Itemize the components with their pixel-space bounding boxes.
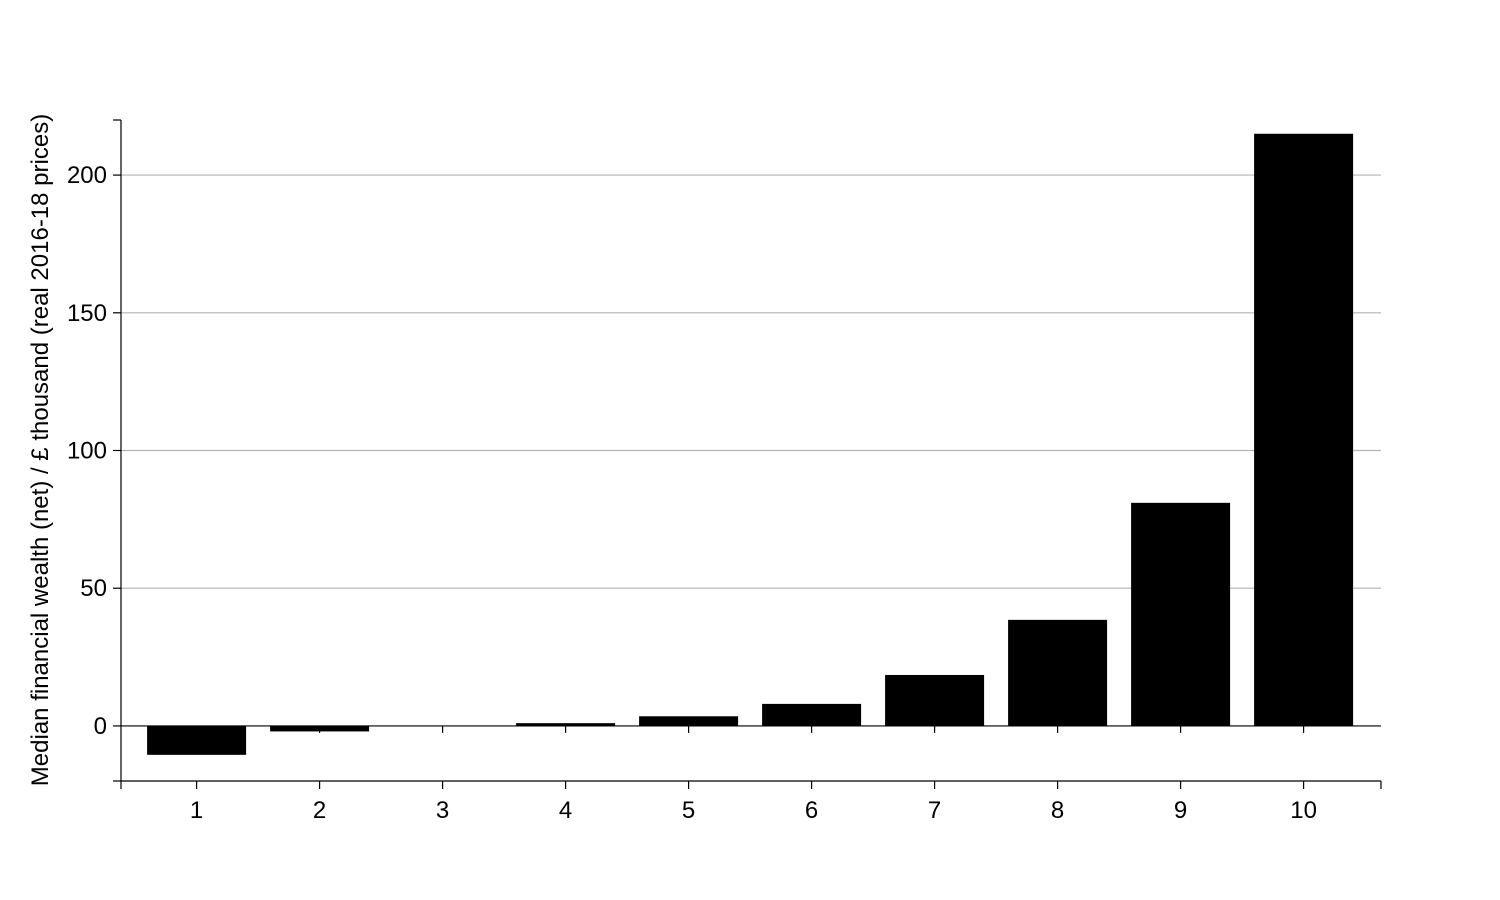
x-tick-label-8: 8 [1051, 797, 1064, 824]
bar-7 [885, 674, 985, 726]
x-tick-label-1: 1 [190, 797, 203, 824]
x-tick-label-3: 3 [436, 797, 449, 824]
bars [147, 133, 1354, 755]
bar-4 [516, 723, 616, 726]
x-tick-label-9: 9 [1174, 797, 1187, 824]
x-tick-label-5: 5 [682, 797, 695, 824]
x-ticks: 1 2 3 4 5 6 7 8 9 10 [120, 725, 1382, 824]
bar-5 [639, 716, 739, 726]
y-tick-label: 100 [67, 438, 107, 465]
bar-9 [1131, 502, 1231, 726]
bar-6 [762, 703, 862, 726]
y-tick-label: 200 [67, 162, 107, 189]
y-tick-label: 150 [67, 300, 107, 327]
x-tick-label-2: 2 [313, 797, 326, 824]
x-tick-label-7: 7 [928, 797, 941, 824]
y-tick-label: 50 [80, 575, 107, 602]
y-ticks: 0 50 100 150 200 [67, 119, 121, 782]
y-tick-label: 0 [94, 713, 107, 740]
y-axis-title: Median financial wealth (net) / £ thousa… [27, 114, 54, 786]
x-tick-label-10: 10 [1290, 797, 1317, 824]
x-tick-label-4: 4 [559, 797, 572, 824]
x-tick-label-6: 6 [805, 797, 818, 824]
bar-8 [1008, 619, 1108, 726]
bar-10 [1254, 133, 1354, 726]
